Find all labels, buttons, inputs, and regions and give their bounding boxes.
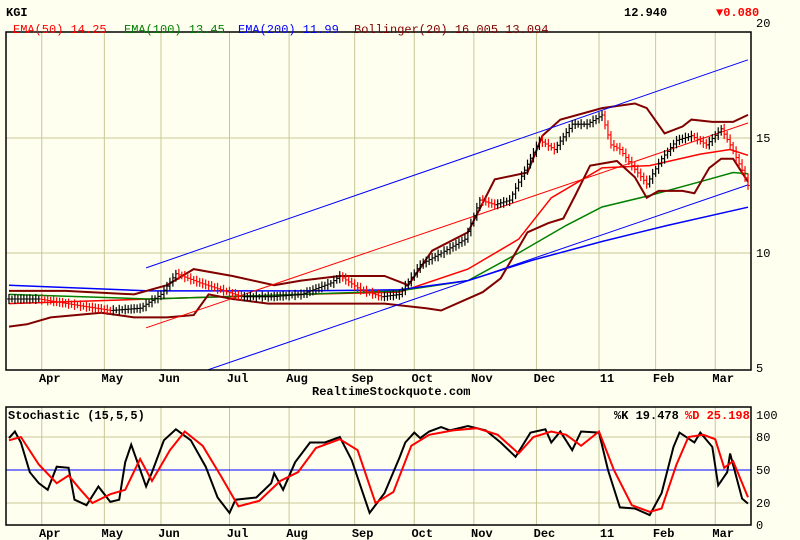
x-tick-label: Mar (712, 372, 734, 386)
main-chart-frame (5, 31, 752, 371)
legend-bollinger: Bollinger(20) 16.005 13.094 (354, 23, 549, 37)
x-tick-label: May (102, 372, 124, 386)
x-tick-label: Oct (411, 372, 433, 386)
stoch-x-tick-label: Apr (39, 527, 61, 540)
stoch-y-tick-label: 80 (756, 431, 770, 445)
stoch-y-tick-label: 100 (756, 409, 778, 423)
legend-ema50: EMA(50) 14.25 (13, 23, 107, 37)
channel-middle-line (145, 122, 749, 329)
ema100-line (8, 171, 749, 300)
stoch-x-tick-label: Mar (712, 527, 734, 540)
stoch-x-tick-label: Jun (158, 527, 180, 540)
price-change: ▼0.080 (716, 6, 760, 20)
stoch-x-tick-label: Nov (471, 527, 493, 540)
stoch-x-tick-label: Feb (653, 527, 675, 540)
stoch-y-tick-label: 20 (756, 497, 770, 511)
stoch-y-tick-label: 50 (756, 464, 770, 478)
x-tick-label: Jun (158, 372, 180, 386)
watermark[interactable]: RealtimeStockquote.com (312, 385, 471, 399)
y-tick-label: 20 (756, 17, 770, 31)
x-tick-label: Feb (653, 372, 675, 386)
last-price: 12.940 (624, 6, 668, 20)
y-tick-label: 10 (756, 247, 770, 261)
x-tick-label: Aug (286, 372, 308, 386)
stochastic-d-readout: %D 25.198 (685, 409, 750, 423)
y-tick-label: 5 (756, 362, 763, 376)
legend-ema200: EMA(200) 11.99 (238, 23, 339, 37)
stochastic-frame (5, 406, 752, 526)
stoch-x-tick-label: Jul (227, 527, 249, 540)
stoch-x-tick-label: 11 (600, 527, 614, 540)
ema50-line (8, 148, 749, 305)
legend-ema100: EMA(100) 13.45 (124, 23, 225, 37)
x-tick-label: Nov (471, 372, 493, 386)
symbol-label: KGI (6, 6, 28, 20)
stoch-x-tick-label: Dec (534, 527, 556, 540)
stoch-d-line (8, 427, 749, 513)
x-tick-label: Jul (227, 372, 249, 386)
stoch-x-tick-label: Oct (411, 527, 433, 540)
stoch-x-tick-label: May (102, 527, 124, 540)
stoch-y-tick-label: 0 (756, 519, 763, 533)
y-tick-label: 15 (756, 132, 770, 146)
channel-lower-line (205, 184, 749, 370)
x-tick-label: Apr (39, 372, 61, 386)
stochastic-k-readout: %K 19.478 (614, 409, 679, 423)
x-tick-label: Sep (352, 372, 374, 386)
x-tick-label: 11 (600, 372, 614, 386)
bollinger-lower-band (8, 157, 749, 328)
stoch-x-tick-label: Sep (352, 527, 374, 540)
channel-upper-line (145, 59, 749, 269)
stoch-x-tick-label: Aug (286, 527, 308, 540)
stochastic-title: Stochastic (15,5,5) (8, 409, 145, 423)
bollinger-upper-band (9, 102, 749, 296)
x-tick-label: Dec (534, 372, 556, 386)
